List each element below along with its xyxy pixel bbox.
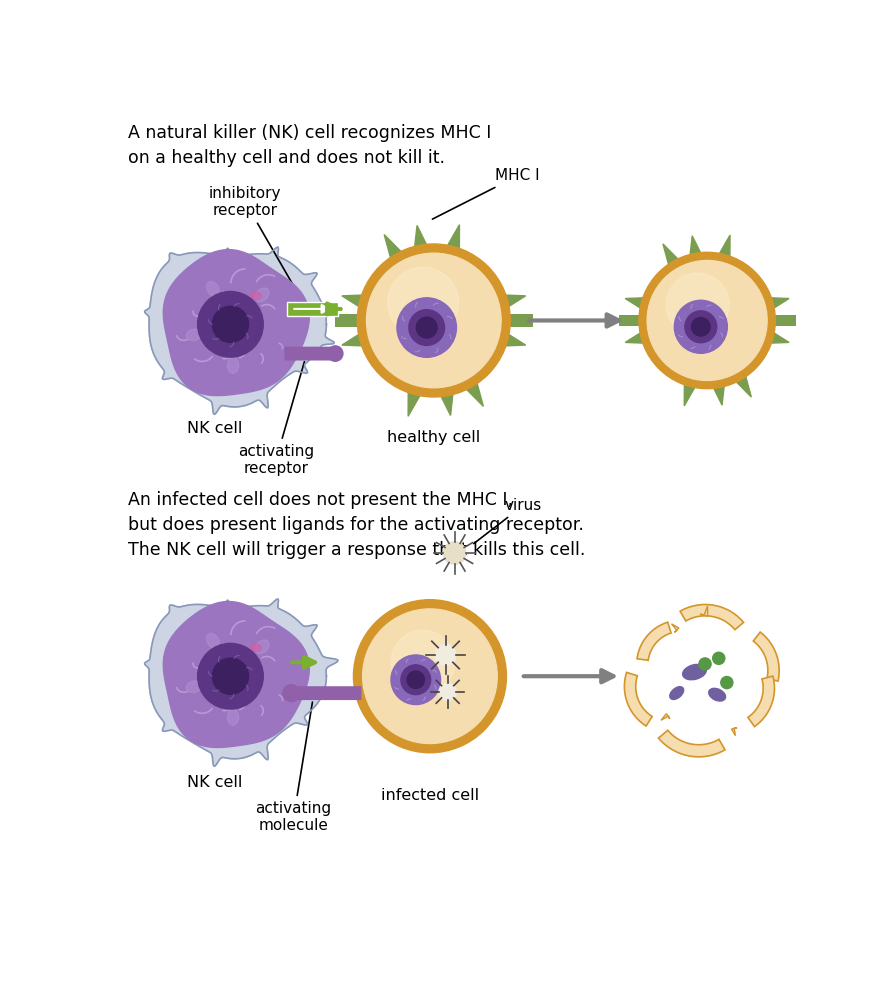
Polygon shape — [690, 236, 702, 259]
Ellipse shape — [255, 640, 269, 654]
Circle shape — [639, 253, 775, 388]
Text: A natural killer (NK) cell recognizes MHC I
on a healthy cell and does not kill : A natural killer (NK) cell recognizes MH… — [128, 124, 492, 167]
Polygon shape — [671, 624, 679, 632]
Polygon shape — [748, 676, 774, 726]
Polygon shape — [637, 622, 671, 661]
Circle shape — [391, 655, 441, 705]
Circle shape — [435, 645, 456, 665]
Ellipse shape — [228, 710, 238, 725]
Polygon shape — [342, 332, 366, 346]
Polygon shape — [661, 714, 670, 721]
Ellipse shape — [228, 358, 238, 374]
Polygon shape — [384, 235, 404, 261]
Text: virus: virus — [474, 498, 542, 544]
Text: activating
receptor: activating receptor — [237, 362, 314, 476]
Polygon shape — [701, 606, 708, 616]
Polygon shape — [342, 295, 366, 309]
Circle shape — [675, 300, 728, 353]
FancyBboxPatch shape — [284, 347, 332, 361]
Circle shape — [283, 685, 300, 702]
Circle shape — [397, 298, 456, 357]
Polygon shape — [502, 295, 526, 309]
Polygon shape — [625, 298, 647, 310]
Ellipse shape — [709, 688, 726, 701]
Ellipse shape — [186, 329, 202, 341]
Circle shape — [444, 542, 466, 564]
Polygon shape — [768, 298, 789, 310]
Polygon shape — [663, 244, 680, 267]
Polygon shape — [685, 381, 696, 406]
Circle shape — [353, 600, 506, 753]
Circle shape — [401, 665, 431, 695]
Polygon shape — [680, 605, 744, 630]
Text: An infected cell does not present the MHC I,
but does present ligands for the ac: An infected cell does not present the MH… — [128, 492, 585, 559]
Polygon shape — [408, 388, 422, 416]
Text: healthy cell: healthy cell — [387, 430, 480, 445]
Circle shape — [198, 292, 263, 357]
Polygon shape — [625, 672, 652, 726]
Polygon shape — [464, 379, 483, 406]
Circle shape — [417, 318, 437, 338]
Circle shape — [358, 244, 511, 397]
FancyBboxPatch shape — [290, 686, 361, 700]
Ellipse shape — [250, 644, 262, 652]
Polygon shape — [712, 382, 725, 405]
FancyBboxPatch shape — [619, 315, 796, 326]
Ellipse shape — [186, 681, 202, 693]
Circle shape — [720, 676, 733, 689]
Circle shape — [212, 659, 248, 694]
Circle shape — [212, 307, 248, 342]
Ellipse shape — [670, 687, 684, 700]
Polygon shape — [731, 727, 737, 735]
Ellipse shape — [255, 288, 269, 302]
Circle shape — [685, 311, 717, 343]
Polygon shape — [163, 250, 309, 395]
Polygon shape — [754, 632, 780, 681]
Text: NK cell: NK cell — [186, 421, 242, 435]
Text: NK cell: NK cell — [186, 775, 242, 789]
Text: infected cell: infected cell — [381, 787, 479, 803]
Polygon shape — [734, 374, 752, 397]
Polygon shape — [445, 225, 460, 253]
Bar — [288, 302, 338, 316]
Circle shape — [391, 630, 455, 694]
Circle shape — [198, 644, 263, 709]
Ellipse shape — [207, 633, 220, 648]
Circle shape — [366, 254, 501, 387]
Polygon shape — [768, 331, 789, 343]
Text: MHC I: MHC I — [433, 168, 540, 219]
Ellipse shape — [250, 292, 262, 300]
Polygon shape — [625, 331, 647, 343]
Text: activating
molecule: activating molecule — [255, 702, 332, 834]
Polygon shape — [163, 602, 309, 747]
Polygon shape — [659, 730, 725, 757]
Circle shape — [407, 671, 425, 688]
Ellipse shape — [207, 281, 220, 296]
Circle shape — [388, 267, 459, 338]
Ellipse shape — [683, 665, 706, 680]
Circle shape — [699, 658, 711, 670]
Circle shape — [328, 346, 343, 362]
Polygon shape — [718, 235, 730, 260]
Circle shape — [409, 310, 444, 345]
Circle shape — [666, 273, 729, 336]
Polygon shape — [502, 332, 526, 346]
FancyBboxPatch shape — [334, 315, 533, 326]
Circle shape — [439, 683, 456, 701]
Text: inhibitory
receptor: inhibitory receptor — [209, 186, 301, 300]
Circle shape — [647, 260, 767, 380]
Polygon shape — [439, 390, 453, 416]
Circle shape — [712, 653, 725, 665]
Polygon shape — [414, 225, 428, 251]
Polygon shape — [144, 247, 338, 414]
Polygon shape — [144, 599, 338, 766]
Circle shape — [363, 608, 497, 743]
Circle shape — [692, 318, 711, 336]
